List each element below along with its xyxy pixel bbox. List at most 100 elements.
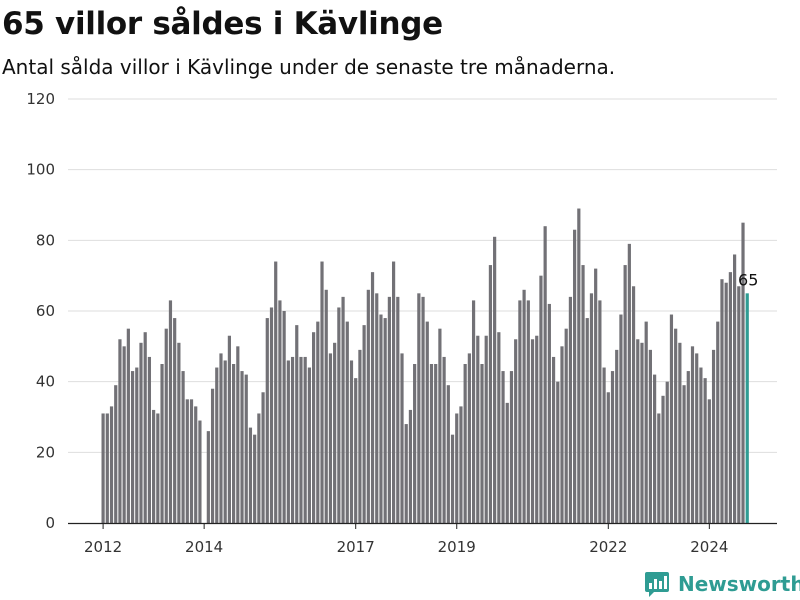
- bar: [471, 300, 476, 523]
- bar: [690, 346, 695, 523]
- x-axis: 2012 2014 2017 2019 2022 2024: [68, 522, 777, 556]
- bar: [333, 342, 337, 523]
- bar: [610, 371, 615, 523]
- y-axis: 0 20 40 60 80 100 120: [26, 90, 55, 532]
- bar: [463, 364, 467, 523]
- bar: [442, 356, 446, 523]
- bar: [299, 356, 303, 523]
- bar: [703, 378, 707, 523]
- bar: [488, 265, 493, 523]
- bar: [278, 300, 282, 523]
- bar: [312, 332, 316, 523]
- bar: [354, 378, 358, 523]
- bar: [345, 321, 349, 523]
- bar: [114, 385, 118, 523]
- brand-name: Newsworthy: [678, 572, 800, 596]
- bar: [135, 367, 139, 523]
- bar: [573, 229, 577, 524]
- bar: [286, 360, 290, 523]
- bar: [606, 392, 610, 523]
- bar: [303, 356, 307, 523]
- bar: [358, 349, 362, 523]
- y-tick-label: 40: [36, 373, 55, 391]
- newsworthy-brand[interactable]: Newsworthy: [644, 568, 800, 600]
- bar: [674, 328, 678, 523]
- bar: [615, 349, 619, 523]
- bar: [265, 318, 269, 523]
- bar: [413, 364, 417, 523]
- bar: [455, 413, 459, 523]
- bar: [396, 296, 400, 523]
- bar: [248, 427, 253, 523]
- bar: [568, 296, 573, 523]
- y-tick-label: 60: [36, 302, 55, 320]
- bar: [585, 318, 589, 523]
- bar: [164, 328, 168, 523]
- bar: [711, 349, 716, 523]
- bar: [126, 328, 130, 523]
- bar: [185, 399, 189, 523]
- bar: [236, 346, 240, 523]
- bar: [594, 268, 598, 523]
- bar: [653, 374, 657, 523]
- bar: [707, 399, 711, 523]
- bar: [501, 371, 505, 523]
- bar: [198, 420, 202, 523]
- bar: [253, 434, 257, 523]
- bar: [438, 328, 442, 523]
- bar: [446, 385, 450, 523]
- bar: [232, 364, 236, 523]
- bar: [518, 300, 522, 523]
- bar: [716, 321, 720, 523]
- bar: [189, 399, 194, 523]
- bar: [497, 332, 501, 523]
- bar: [177, 342, 181, 523]
- bar: [728, 272, 732, 523]
- bar: [143, 332, 147, 523]
- bar: [539, 275, 543, 523]
- bar: [493, 236, 497, 524]
- bar: [467, 353, 471, 523]
- bar: [320, 261, 324, 523]
- bar: [370, 272, 375, 523]
- bar: [505, 402, 509, 523]
- bar: [429, 364, 434, 523]
- bar: [530, 339, 535, 523]
- bar: [130, 371, 135, 523]
- bar: [636, 339, 640, 523]
- bar: [602, 367, 606, 523]
- chart-title: 65 villor såldes i Kävlinge: [2, 6, 443, 42]
- bar: [257, 413, 261, 523]
- bar: [105, 413, 109, 523]
- x-tick-label: 2022: [589, 538, 627, 556]
- bar: [627, 243, 631, 523]
- bar: [349, 360, 354, 523]
- data-labels: 65: [738, 270, 758, 289]
- x-tick-label: 2024: [690, 538, 728, 556]
- bar: [737, 286, 741, 523]
- bar: [122, 346, 126, 523]
- bar: [657, 413, 661, 523]
- bar: [391, 261, 396, 523]
- bar: [450, 434, 455, 523]
- bar: [631, 286, 636, 523]
- bar: [669, 314, 674, 523]
- y-tick-label: 20: [36, 443, 55, 461]
- bar: [543, 226, 547, 523]
- bar: [535, 335, 539, 523]
- bar: [210, 388, 215, 523]
- bar: [648, 349, 652, 523]
- bar: [556, 381, 560, 523]
- bar: [720, 279, 724, 523]
- bar: [101, 413, 105, 523]
- bar: [173, 318, 177, 523]
- bar: [547, 303, 551, 523]
- bar: [695, 353, 699, 523]
- x-tick-label: 2019: [438, 538, 476, 556]
- bar: [421, 296, 425, 523]
- bar: [480, 364, 484, 523]
- bar: [375, 293, 379, 523]
- bar: [514, 339, 518, 523]
- bar: [290, 356, 295, 523]
